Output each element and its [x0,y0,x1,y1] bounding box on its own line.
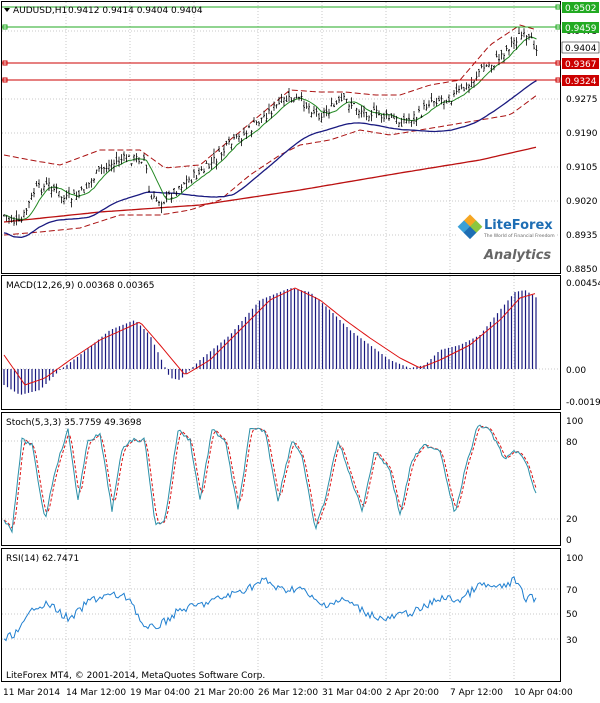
svg-text:0.9404: 0.9404 [565,44,597,54]
time-tick: 7 Apr 12:00 [450,688,503,698]
time-tick: 10 Apr 04:00 [514,688,573,698]
symbol-title: AUDUSD,H1 [13,6,67,16]
level-handle-0.9459[interactable] [2,24,8,30]
logo-brand: LiteForex [484,218,553,233]
current-price-label: 0.9404 [561,41,600,54]
logo-analytics: Analytics [483,248,551,263]
rsi-pane[interactable]: RSI(14) 62.7471 LiteForex MT4, © 2001-20… [1,548,561,682]
level-handle-0.9367-right[interactable] [555,60,561,66]
macd-tick: 0.00 [566,366,586,376]
time-tick: 31 Mar 04:00 [322,688,382,698]
liteforex-logo: LiteForex The World of Financial Freedom… [457,212,556,268]
macd-signal-line [3,287,536,386]
macd-tick: 0.00454 [566,279,600,289]
envelope-bands [3,24,537,236]
price-tick: 0.9190 [566,129,598,139]
price-axis[interactable]: 0.9475 0.9275 0.9190 0.9105 0.9020 0.893… [561,2,600,275]
level-label-0.9324: 0.9324 [562,75,599,87]
stoch-tick: 0 [566,536,572,546]
copyright-text: LiteForex MT4, © 2001-2014, MetaQuotes S… [6,671,265,681]
level-label-0.9367: 0.9367 [562,58,599,70]
ohlc-values: 0.9412 0.9414 0.9404 0.9404 [68,6,203,16]
liteforex-logo-icon [457,214,483,240]
svg-text:0.9502: 0.9502 [565,4,597,14]
macd-title: MACD(12,26,9) 0.00368 0.00365 [6,281,155,291]
stoch-tick: 80 [566,438,578,448]
price-levels [2,4,561,83]
price-tick: 0.8850 [566,265,598,275]
macd-histogram [3,288,537,395]
time-tick: 2 Apr 20:00 [386,688,439,698]
level-handle-0.9324-right[interactable] [555,77,561,83]
rsi-grid [2,549,560,681]
dropdown-triangle-icon[interactable] [4,8,10,12]
rsi-tick: 50 [566,610,578,620]
rsi-tick: 70 [566,586,578,596]
rsi-tick: 100 [566,554,583,564]
svg-text:0.9459: 0.9459 [565,24,597,34]
price-tick: 0.8935 [566,231,598,241]
price-tick: 0.9105 [566,163,598,173]
time-axis[interactable]: 11 Mar 2014 14 Mar 12:00 19 Mar 04:00 21… [3,688,573,698]
stochastic-pane[interactable]: Stoch(5,3,3) 35.7759 49.3698 [1,412,561,546]
macd-axis[interactable]: 0.00454 0.00 -0.0019 [566,279,600,408]
macd-pane[interactable]: MACD(12,26,9) 0.00368 0.00365 [1,275,561,410]
rsi-pane-frame [1,548,561,682]
stochastic-title: Stoch(5,3,3) 35.7759 49.3698 [6,418,142,428]
stoch-tick: 20 [566,515,578,525]
stochastic-lines [3,424,537,534]
rsi-title: RSI(14) 62.7471 [6,554,79,564]
rsi-axis[interactable]: 100 70 50 30 [566,554,583,646]
level-handle-0.9502[interactable] [555,4,561,10]
price-bars [3,27,538,226]
price-tick: 0.9275 [566,95,598,105]
level-handle-0.9324[interactable] [2,77,8,83]
rsi-line [3,576,537,642]
symbol-header: AUDUSD,H1 0.9412 0.9414 0.9404 0.9404 [4,6,203,16]
time-tick: 26 Mar 12:00 [258,688,318,698]
moving-averages [3,36,537,239]
time-tick: 11 Mar 2014 [3,688,60,698]
stochastic-grid [2,413,560,545]
price-pane[interactable]: AUDUSD,H1 0.9412 0.9414 0.9404 0.9404 Li… [1,1,561,274]
level-handle-0.9459-right[interactable] [555,24,561,30]
svg-text:0.9324: 0.9324 [565,77,597,87]
time-tick: 14 Mar 12:00 [66,688,126,698]
svg-text:0.9367: 0.9367 [565,60,597,70]
price-grid [2,2,560,273]
stochastic-axis[interactable]: 100 80 20 0 [566,417,583,546]
level-label-0.9502: 0.9502 [562,2,599,14]
level-handle-0.9367[interactable] [2,60,8,66]
price-tick: 0.9020 [566,197,598,207]
level-label-0.9459: 0.9459 [562,22,599,34]
stochastic-pane-frame [1,412,561,546]
macd-tick: -0.0019 [566,398,600,408]
time-tick: 21 Mar 20:00 [194,688,254,698]
rsi-tick: 30 [566,636,578,646]
stoch-tick: 100 [566,417,583,427]
time-tick: 19 Mar 04:00 [130,688,190,698]
logo-tagline: The World of Financial Freedom [483,233,555,239]
